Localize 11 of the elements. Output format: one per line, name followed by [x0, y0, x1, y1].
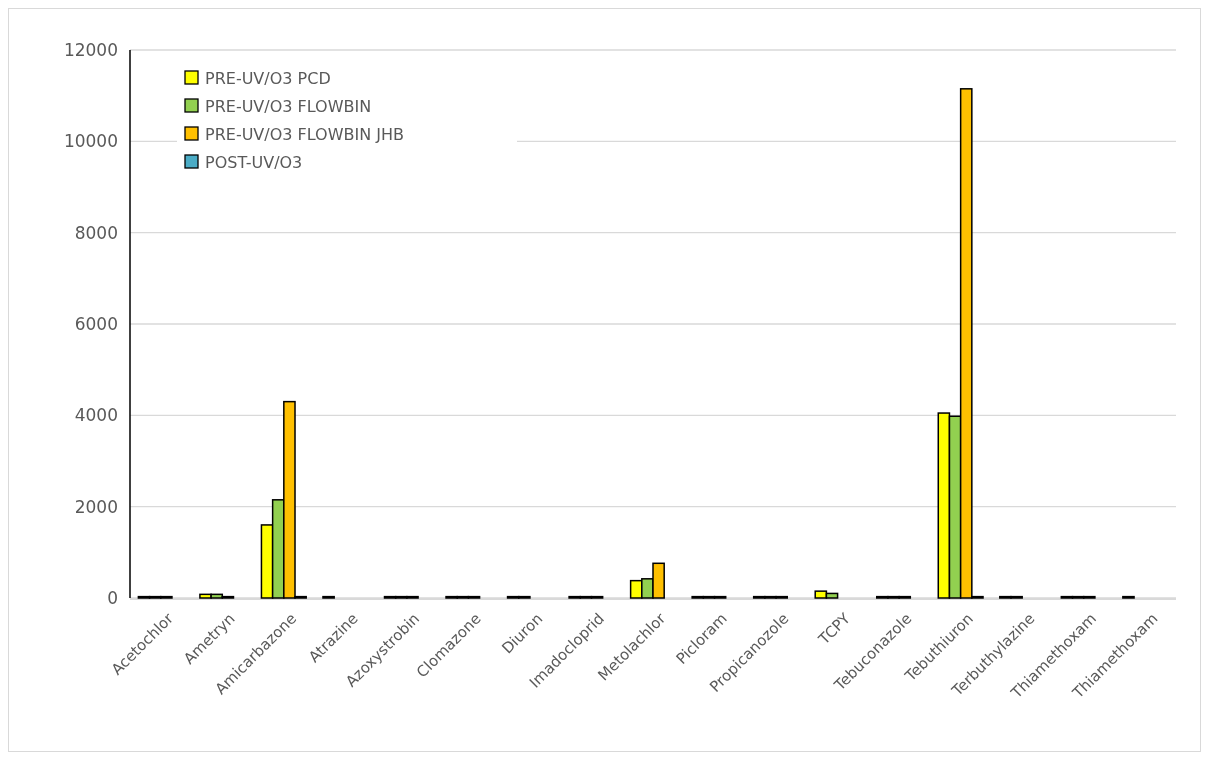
y-tick-label: 6000: [74, 313, 118, 334]
y-tick-label: 2000: [74, 496, 118, 517]
y-tick-label: 8000: [74, 222, 118, 243]
legend-label: PRE-UV/O3 PCD: [205, 68, 331, 88]
legend-label: PRE-UV/O3 FLOWBIN: [205, 96, 372, 116]
legend-label: PRE-UV/O3 FLOWBIN JHB: [205, 124, 404, 144]
y-tick-label: 0: [107, 587, 118, 608]
y-tick-label: 10000: [63, 131, 118, 152]
y-tick-label: 4000: [74, 405, 118, 426]
legend-label: POST-UV/O3: [205, 152, 303, 172]
y-tick-label: 12000: [63, 39, 118, 60]
